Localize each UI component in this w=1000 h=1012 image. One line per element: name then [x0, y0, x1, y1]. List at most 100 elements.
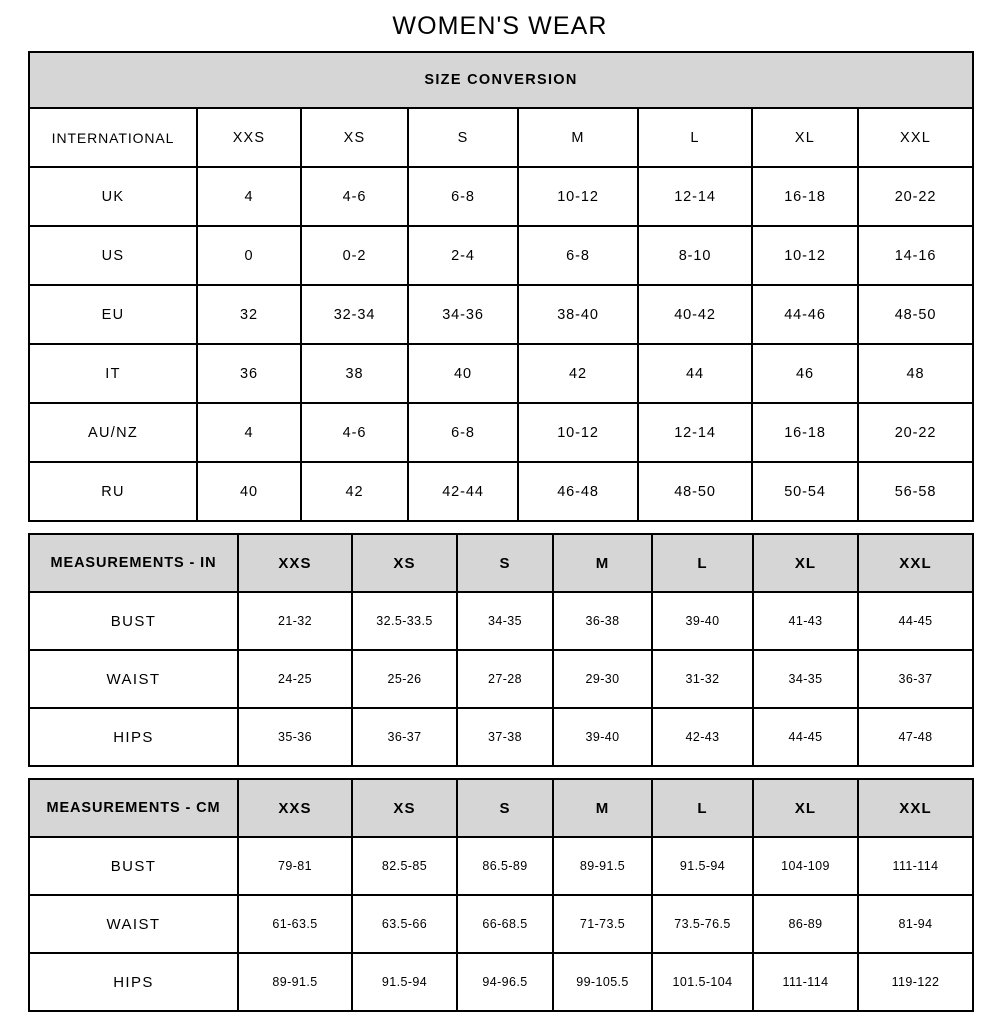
row-label-us: US — [28, 225, 198, 286]
column-header-in-xs: XS — [351, 533, 458, 593]
cell-in-hips-l: 42-43 — [651, 707, 754, 767]
cell-in-hips-xl: 44-45 — [752, 707, 859, 767]
cell-us-xl: 10-12 — [751, 225, 859, 286]
size-conversion-banner: SIZE CONVERSION — [28, 51, 974, 109]
row-label-in-waist: WAIST — [28, 649, 239, 709]
table-row: BUST 21-32 32.5-33.5 34-35 36-38 39-40 4… — [28, 591, 974, 651]
row-label-cm-waist: WAIST — [28, 894, 239, 954]
cell-uk-s: 6-8 — [407, 166, 519, 227]
cell-us-l: 8-10 — [637, 225, 753, 286]
cell-cm-waist-l: 73.5-76.5 — [651, 894, 754, 954]
column-header-international: INTERNATIONAL — [28, 107, 198, 168]
table-row: EU 32 32-34 34-36 38-40 40-42 44-46 48-5… — [28, 284, 974, 345]
cell-cm-hips-xxs: 89-91.5 — [237, 952, 353, 1012]
cell-us-s: 2-4 — [407, 225, 519, 286]
cell-us-xxs: 0 — [196, 225, 302, 286]
row-label-cm-hips: HIPS — [28, 952, 239, 1012]
column-header-in-l: L — [651, 533, 754, 593]
cell-in-bust-xs: 32.5-33.5 — [351, 591, 458, 651]
column-header-in-s: S — [456, 533, 554, 593]
cell-cm-bust-l: 91.5-94 — [651, 836, 754, 896]
cell-aunz-m: 10-12 — [517, 402, 639, 463]
cell-cm-waist-xl: 86-89 — [752, 894, 859, 954]
spacer-title — [28, 39, 972, 51]
cell-ru-xl: 50-54 — [751, 461, 859, 522]
cell-us-xxl: 14-16 — [857, 225, 974, 286]
measurements-cm-header-row: MEASUREMENTS - CM XXS XS S M L XL XXL — [28, 778, 974, 838]
cell-in-bust-xl: 41-43 — [752, 591, 859, 651]
cell-cm-bust-xxl: 111-114 — [857, 836, 974, 896]
cell-cm-waist-m: 71-73.5 — [552, 894, 653, 954]
cell-cm-waist-s: 66-68.5 — [456, 894, 554, 954]
cell-cm-hips-s: 94-96.5 — [456, 952, 554, 1012]
cell-in-hips-xxl: 47-48 — [857, 707, 974, 767]
cell-eu-xl: 44-46 — [751, 284, 859, 345]
row-label-in-bust: BUST — [28, 591, 239, 651]
table-row: HIPS 89-91.5 91.5-94 94-96.5 99-105.5 10… — [28, 952, 974, 1012]
cell-it-m: 42 — [517, 343, 639, 404]
column-header-xxs: XXS — [196, 107, 302, 168]
size-conversion-banner-row: SIZE CONVERSION — [28, 51, 974, 109]
row-label-eu: EU — [28, 284, 198, 345]
row-label-ru: RU — [28, 461, 198, 522]
row-label-in-hips: HIPS — [28, 707, 239, 767]
cell-cm-hips-xxl: 119-122 — [857, 952, 974, 1012]
cell-eu-xs: 32-34 — [300, 284, 409, 345]
column-header-cm-xl: XL — [752, 778, 859, 838]
cell-uk-l: 12-14 — [637, 166, 753, 227]
column-header-cm-xs: XS — [351, 778, 458, 838]
cell-cm-hips-l: 101.5-104 — [651, 952, 754, 1012]
measurements-in-header-row: MEASUREMENTS - IN XXS XS S M L XL XXL — [28, 533, 974, 593]
column-header-cm-xxs: XXS — [237, 778, 353, 838]
table-row: RU 40 42 42-44 46-48 48-50 50-54 56-58 — [28, 461, 974, 522]
page-title: WOMEN'S WEAR — [392, 12, 608, 40]
cell-uk-m: 10-12 — [517, 166, 639, 227]
cell-cm-bust-xl: 104-109 — [752, 836, 859, 896]
column-header-cm-l: L — [651, 778, 754, 838]
column-header-m: M — [517, 107, 639, 168]
cell-eu-xxl: 48-50 — [857, 284, 974, 345]
column-header-xxl: XXL — [857, 107, 974, 168]
cell-in-waist-m: 29-30 — [552, 649, 653, 709]
column-header-in-xxl: XXL — [857, 533, 974, 593]
row-label-cm-bust: BUST — [28, 836, 239, 896]
spacer-between-tables-1 — [28, 522, 972, 533]
cell-it-xl: 46 — [751, 343, 859, 404]
cell-aunz-xl: 16-18 — [751, 402, 859, 463]
cell-cm-waist-xxs: 61-63.5 — [237, 894, 353, 954]
size-conversion-table: SIZE CONVERSION INTERNATIONAL XXS XS S M… — [28, 51, 974, 522]
cell-it-xxl: 48 — [857, 343, 974, 404]
column-header-in-m: M — [552, 533, 653, 593]
cell-ru-xxl: 56-58 — [857, 461, 974, 522]
cell-eu-m: 38-40 — [517, 284, 639, 345]
spacer-between-tables-2 — [28, 767, 972, 778]
cell-it-xs: 38 — [300, 343, 409, 404]
cell-in-bust-l: 39-40 — [651, 591, 754, 651]
size-conversion-header-row: INTERNATIONAL XXS XS S M L XL XXL — [28, 107, 974, 168]
cell-in-bust-xxs: 21-32 — [237, 591, 353, 651]
cell-cm-waist-xxl: 81-94 — [857, 894, 974, 954]
cell-us-m: 6-8 — [517, 225, 639, 286]
cell-cm-bust-xxs: 79-81 — [237, 836, 353, 896]
cell-eu-s: 34-36 — [407, 284, 519, 345]
table-row: HIPS 35-36 36-37 37-38 39-40 42-43 44-45… — [28, 707, 974, 767]
column-header-in-xxs: XXS — [237, 533, 353, 593]
cell-cm-bust-xs: 82.5-85 — [351, 836, 458, 896]
cell-cm-hips-xl: 111-114 — [752, 952, 859, 1012]
cell-cm-hips-xs: 91.5-94 — [351, 952, 458, 1012]
cell-ru-l: 48-50 — [637, 461, 753, 522]
table-row: US 0 0-2 2-4 6-8 8-10 10-12 14-16 — [28, 225, 974, 286]
cell-cm-bust-m: 89-91.5 — [552, 836, 653, 896]
cell-in-hips-xs: 36-37 — [351, 707, 458, 767]
cell-it-s: 40 — [407, 343, 519, 404]
cell-uk-xxs: 4 — [196, 166, 302, 227]
column-header-cm-s: S — [456, 778, 554, 838]
measurements-cm-table: MEASUREMENTS - CM XXS XS S M L XL XXL BU… — [28, 778, 974, 1012]
table-row: WAIST 61-63.5 63.5-66 66-68.5 71-73.5 73… — [28, 894, 974, 954]
cell-cm-waist-xs: 63.5-66 — [351, 894, 458, 954]
row-label-uk: UK — [28, 166, 198, 227]
row-label-it: IT — [28, 343, 198, 404]
cell-in-hips-m: 39-40 — [552, 707, 653, 767]
column-header-in-xl: XL — [752, 533, 859, 593]
cell-in-waist-s: 27-28 — [456, 649, 554, 709]
